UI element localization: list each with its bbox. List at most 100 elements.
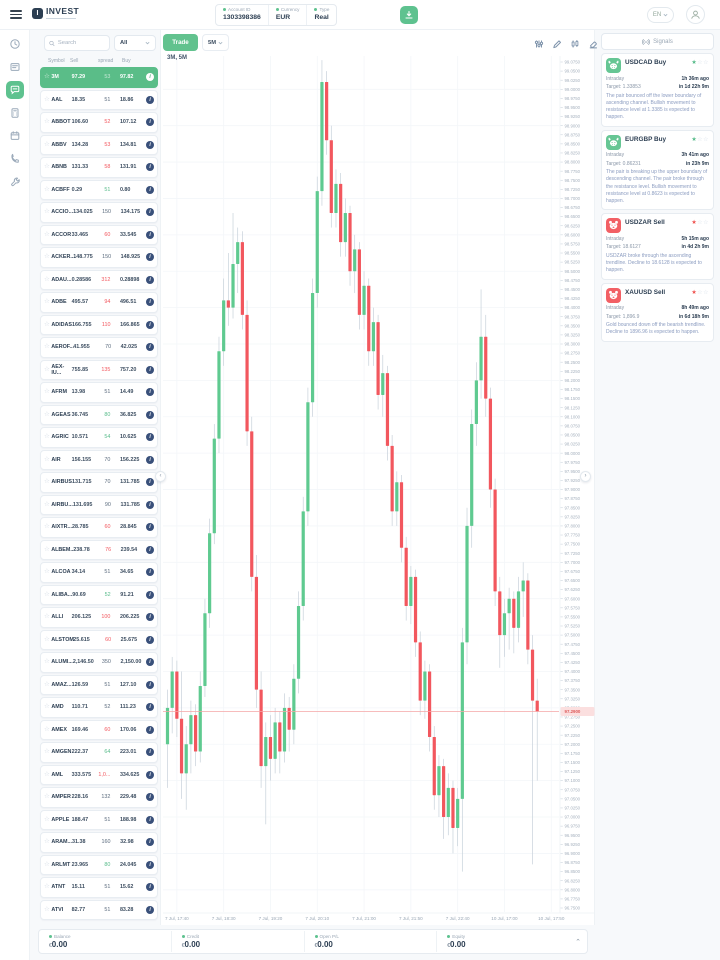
favorite-star-icon[interactable]: ☆ — [44, 185, 50, 193]
nav-phone-icon[interactable] — [6, 150, 24, 168]
watchlist-row-atvi[interactable]: ☆ ATVI 82.77 51 83.28 i — [40, 899, 158, 920]
instrument-info-button[interactable]: i — [146, 253, 154, 262]
watchlist-row-alcoa[interactable]: ☆ ALCOA 34.14 51 34.65 i — [40, 562, 158, 583]
favorite-star-icon[interactable]: ☆ — [44, 253, 50, 260]
favorite-star-icon[interactable]: ☆ — [44, 680, 50, 688]
instrument-info-button[interactable]: i — [146, 455, 155, 464]
sell-price[interactable]: 23.965 — [71, 861, 89, 868]
instrument-info-button[interactable]: i — [146, 343, 154, 352]
instrument-info-button[interactable]: i — [146, 793, 155, 802]
watchlist-row-accio[interactable]: ☆ ACCIO... 134.025 150 134.175 i — [40, 202, 158, 223]
watchlist-row-aliba[interactable]: ☆ ALIBA... 90.69 52 91.21 i — [40, 584, 158, 605]
favorite-star-icon[interactable]: ☆ — [44, 163, 50, 170]
buy-price[interactable]: 170.06 — [119, 726, 137, 733]
watchlist-row-amaz[interactable]: ☆ AMAZ... 126.59 51 127.10 i — [40, 674, 158, 695]
favorite-star-icon[interactable]: ☆ — [44, 590, 50, 598]
buy-price[interactable]: 131.91 — [119, 164, 137, 171]
instrument-info-button[interactable]: i — [146, 73, 155, 82]
watchlist-row-airbus[interactable]: ☆ AIRBUS 131.715 70 131.785 i — [40, 472, 158, 493]
buy-price[interactable]: 229.48 — [119, 794, 137, 801]
buy-price[interactable]: 223.01 — [119, 749, 137, 756]
sell-price[interactable]: 13.98 — [71, 389, 86, 396]
sell-price[interactable]: 228.16 — [71, 794, 89, 801]
watchlist-row-acbff[interactable]: ☆ ACBFF 0.29 51 0.80 i — [40, 179, 158, 200]
buy-price[interactable]: 156.225 — [119, 456, 140, 463]
watchlist-row-atnt[interactable]: ☆ ATNT 15.11 51 15.62 i — [40, 877, 158, 898]
favorite-star-icon[interactable]: ☆ — [44, 838, 50, 845]
instrument-info-button[interactable]: i — [146, 545, 154, 554]
watchlist-row-aal[interactable]: ☆ AAL 18.35 51 18.86 i — [40, 89, 158, 110]
sell-price[interactable]: 333.575 — [71, 771, 92, 778]
instrument-info-button[interactable]: i — [146, 905, 155, 914]
instrument-info-button[interactable]: i — [145, 658, 154, 667]
collapse-account-bar-button[interactable]: ⌃ — [575, 938, 581, 946]
deposit-button[interactable] — [400, 6, 418, 24]
instrument-info-button[interactable]: i — [145, 838, 154, 847]
sell-price[interactable]: 495.57 — [71, 299, 89, 306]
watchlist-row-adidas[interactable]: ☆ ADIDAS 166.755 110 166.865 i — [40, 314, 158, 335]
favorite-star-icon[interactable]: ☆ — [44, 613, 50, 620]
instrument-info-button[interactable]: i — [146, 680, 155, 689]
favorite-star-icon[interactable]: ☆ — [44, 770, 50, 778]
instrument-info-button[interactable]: i — [146, 613, 155, 622]
language-selector[interactable]: EN — [647, 7, 674, 23]
instrument-info-button[interactable]: i — [146, 590, 154, 599]
instrument-info-button[interactable]: i — [146, 275, 155, 284]
favorite-star-icon[interactable]: ☆ — [44, 725, 50, 733]
sell-price[interactable]: 0.28586 — [71, 276, 92, 283]
favorite-star-icon[interactable]: ☆ — [44, 410, 50, 418]
watchlist-row-abnb[interactable]: ☆ ABNB 131.33 58 131.91 i — [40, 157, 158, 178]
favorite-star-icon[interactable]: ☆ — [44, 793, 50, 800]
watchlist-row-adau[interactable]: ☆ ADAU... 0.28586 312 0.28898 i — [40, 269, 158, 290]
instrument-info-button[interactable]: i — [146, 433, 155, 442]
nav-calendar-icon[interactable] — [6, 127, 24, 145]
signal-card-xauusd-sell[interactable]: XAUUSD Sell ★☆☆ Intraday 8h 49m ago Target: … — [601, 282, 714, 342]
buy-price[interactable]: 25.675 — [120, 636, 138, 643]
watchlist-row-aexiu[interactable]: ☆ AEX-IU... 755.85 135 757.20 i — [40, 359, 158, 380]
favorite-star-icon[interactable]: ☆ — [44, 635, 50, 643]
instrument-info-button[interactable]: i — [146, 748, 155, 757]
collapse-watchlist-button[interactable]: ‹ — [155, 471, 166, 482]
buy-price[interactable]: 0.80 — [119, 186, 131, 193]
buy-price[interactable]: 33.545 — [119, 231, 137, 238]
buy-price[interactable]: 131.785 — [120, 501, 140, 508]
sell-price[interactable]: 34.14 — [71, 569, 86, 576]
instrument-info-button[interactable]: i — [146, 410, 155, 419]
watchlist-row-aml[interactable]: ☆ AML 333.575 1,0... 334.625 i — [40, 764, 158, 785]
buy-price[interactable]: 206.225 — [119, 614, 140, 621]
instrument-info-button[interactable]: i — [146, 388, 155, 397]
watchlist-row-afrm[interactable]: ☆ AFRM 13.98 51 14.49 i — [40, 382, 158, 403]
instrument-info-button[interactable]: i — [145, 500, 154, 509]
watchlist-row-amper[interactable]: ☆ AMPER 228.16 132 229.48 i — [40, 787, 158, 808]
collapse-signals-button[interactable]: › — [580, 471, 591, 482]
eraser-icon[interactable] — [587, 38, 598, 49]
draw-icon[interactable] — [551, 38, 562, 49]
watchlist-row-abbot[interactable]: ☆ ABBOT 106.60 52 107.12 i — [40, 112, 158, 133]
buy-price[interactable]: 131.785 — [120, 479, 140, 486]
watchlist-row-alumi[interactable]: ☆ ALUMI... 2,146.50 350 2,150.00 i — [40, 652, 158, 673]
sell-price[interactable]: 31.38 — [72, 839, 86, 846]
watchlist-row-air[interactable]: ☆ AIR 156.155 70 156.225 i — [40, 449, 158, 470]
signal-card-eurgbp-buy[interactable]: EURGBP Buy ★☆☆ Intraday 3h 41m ago Target: 0… — [601, 129, 714, 211]
buy-price[interactable]: 36.825 — [119, 411, 137, 418]
favorite-star-icon[interactable]: ☆ — [44, 298, 50, 305]
timeframe-dropdown[interactable]: 5M — [202, 34, 229, 51]
watchlist-row-abbv[interactable]: ☆ ABBV 134.28 53 134.81 i — [40, 134, 158, 155]
nav-calculator-icon[interactable] — [6, 104, 24, 122]
buy-price[interactable]: 42.025 — [120, 344, 138, 351]
sell-price[interactable]: 156.155 — [71, 456, 92, 463]
buy-price[interactable]: 0.28898 — [119, 276, 140, 283]
watchlist-row-amd[interactable]: ☆ AMD 110.71 52 111.23 i — [40, 697, 158, 718]
buy-price[interactable]: 28.845 — [120, 524, 137, 531]
sell-price[interactable]: 148.775 — [73, 254, 93, 261]
buy-price[interactable]: 83.28 — [119, 906, 134, 913]
favorite-star-icon[interactable]: ☆ — [44, 748, 50, 755]
chart-type-icon[interactable] — [569, 38, 580, 49]
buy-price[interactable]: 18.86 — [119, 96, 134, 103]
account-type-cell[interactable]: Type Real — [306, 5, 336, 25]
buy-price[interactable]: 111.23 — [119, 704, 136, 711]
sell-price[interactable]: 131.715 — [72, 479, 92, 486]
instrument-info-button[interactable]: i — [146, 770, 155, 779]
instrument-info-button[interactable]: i — [145, 523, 154, 532]
instrument-info-button[interactable]: i — [146, 95, 155, 104]
